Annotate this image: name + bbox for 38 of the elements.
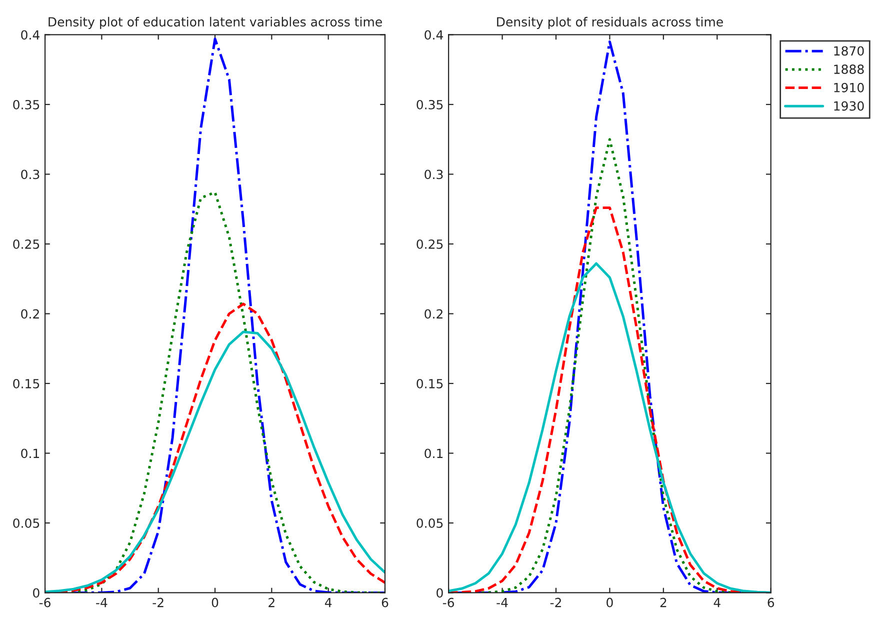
y-tick-label: 0.1 [424,448,443,458]
y-tick-label: 0.2 [21,309,39,319]
x-tick-label: -2 [550,598,561,608]
y-tick-label: 0.35 [13,100,40,110]
x-tick-label: 4 [324,598,332,608]
x-tick-label: 6 [382,598,388,608]
y-tick-label: 0.35 [416,100,443,110]
x-tick-label: -6 [39,598,50,608]
y-tick-label: 0 [33,588,40,598]
y-tick-label: 0.3 [21,170,40,180]
legend-label: 1888 [834,64,864,74]
y-tick-label: 0.3 [424,170,443,180]
x-tick-label: 2 [268,598,274,608]
x-tick-label: 6 [768,598,774,608]
y-tick-label: 0.4 [424,30,443,40]
x-tick-label: 0 [606,598,613,608]
legend-label: 1930 [834,101,864,111]
y-tick-label: 0.05 [13,518,40,528]
x-tick-label: 0 [212,598,218,608]
x-tick-label: 4 [714,598,720,608]
y-tick-label: 0.25 [416,239,443,249]
x-tick-label: -4 [96,598,108,608]
legend-label: 1870 [834,46,864,56]
x-tick-label: -6 [442,598,454,608]
chart-title: Density plot of education latent variables across time [48,16,382,29]
x-tick-label: -2 [152,598,164,608]
x-tick-label: 2 [660,598,666,608]
y-tick-label: 0.2 [424,309,442,319]
y-tick-label: 0.15 [416,378,443,388]
y-tick-label: 0.4 [21,30,40,40]
y-tick-label: 0 [436,588,443,598]
chart-title: Density plot of residuals across time [497,16,723,29]
x-tick-label: -4 [496,598,508,608]
y-tick-label: 0.1 [21,448,40,458]
legend-label: 1910 [834,82,864,92]
y-tick-label: 0.05 [416,518,443,528]
y-tick-label: 0.25 [13,239,40,249]
y-tick-label: 0.15 [13,378,40,388]
